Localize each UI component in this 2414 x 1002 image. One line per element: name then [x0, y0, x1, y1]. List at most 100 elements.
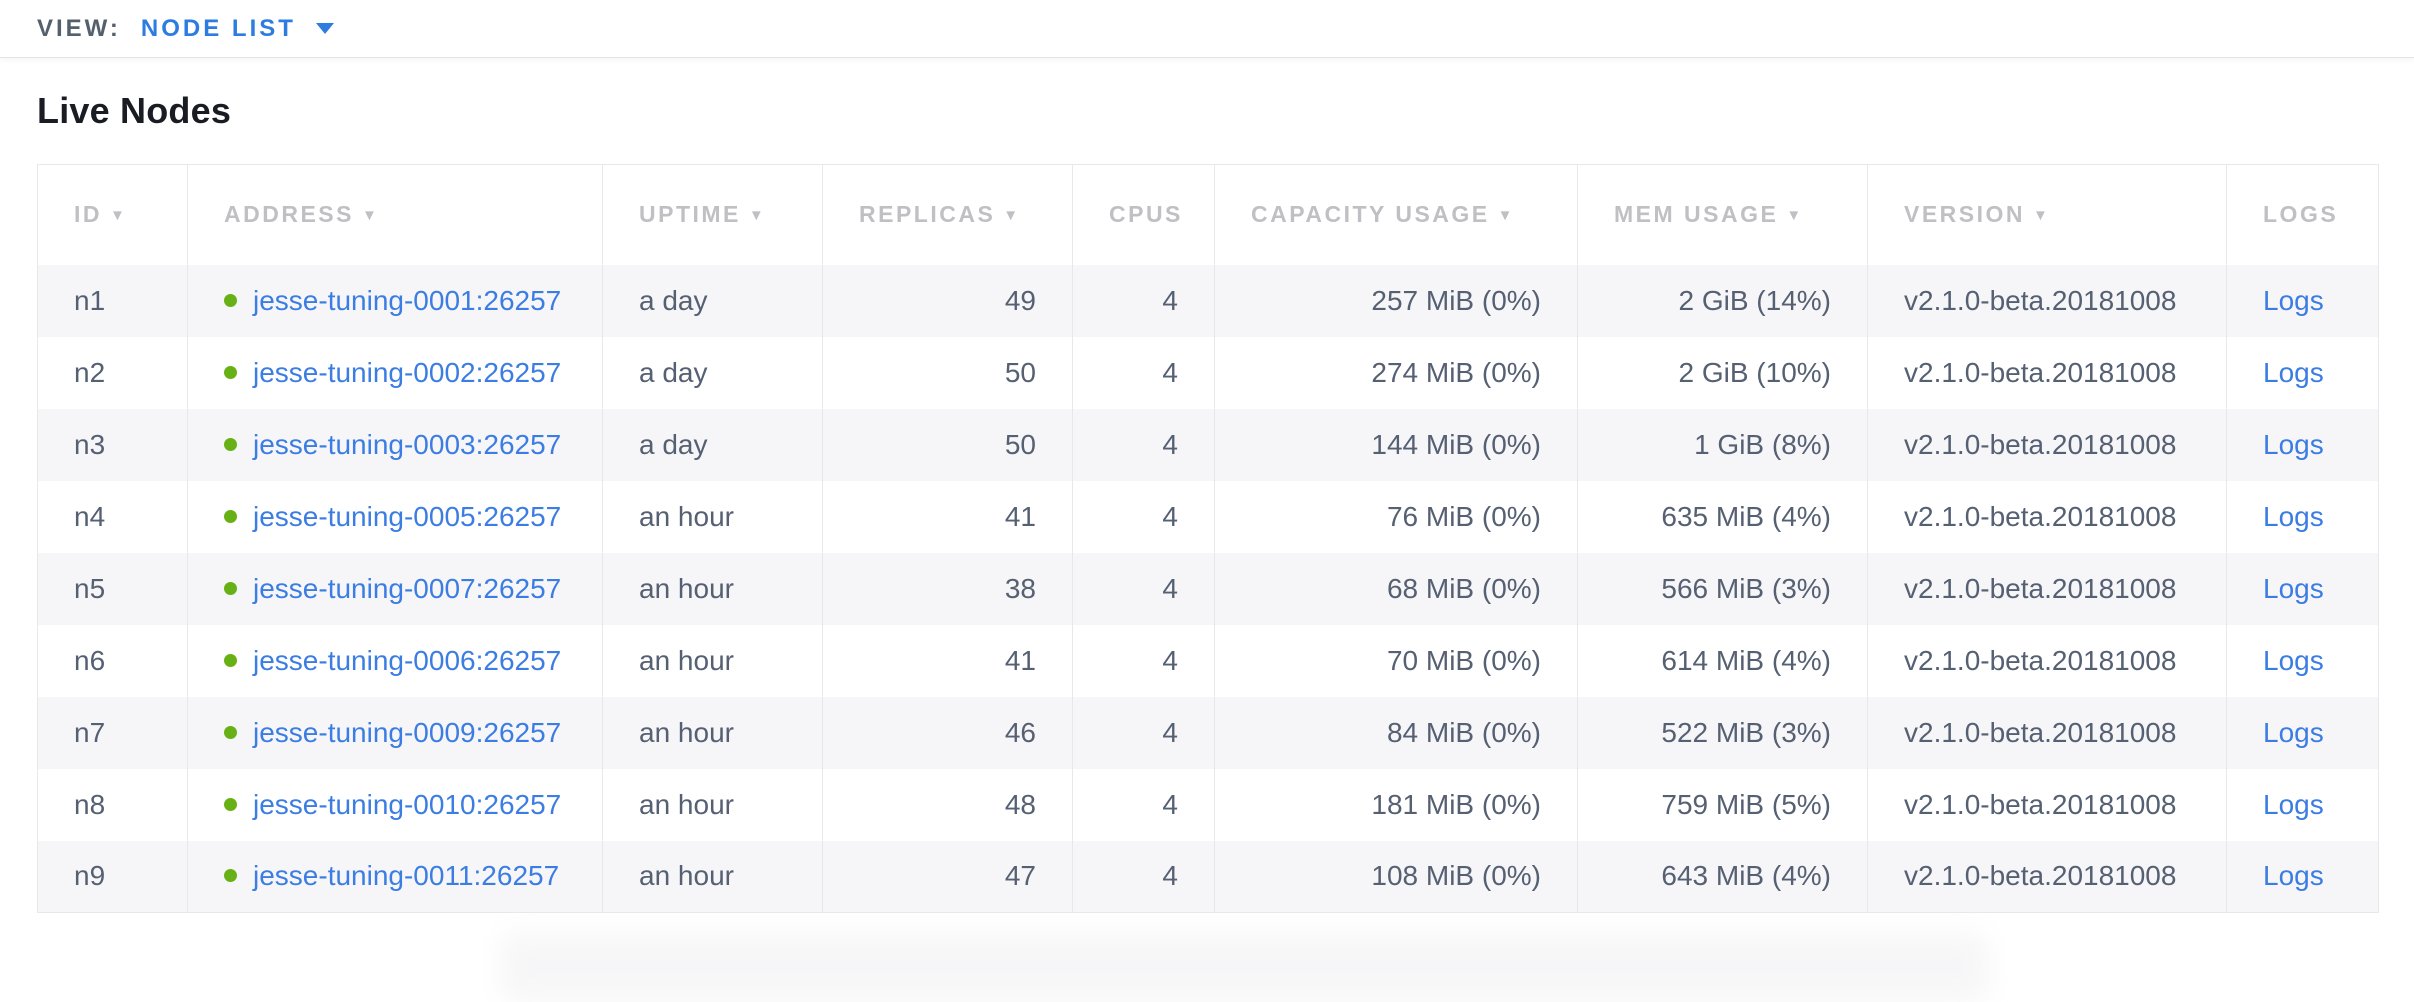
- column-header-label: LOGS: [2263, 201, 2339, 228]
- node-uptime-cell: a day: [602, 264, 823, 337]
- node-address-link[interactable]: jesse-tuning-0001:26257: [253, 284, 562, 316]
- column-header-capacity[interactable]: CAPACITY USAGE ▼: [1214, 164, 1578, 265]
- table-row: n3 jesse-tuning-0003:26257 a day 50 4 144 MiB…: [37, 408, 2379, 481]
- logs-link[interactable]: Logs: [2263, 860, 2324, 892]
- column-header-address[interactable]: ADDRESS ▼: [187, 164, 603, 265]
- node-id-cell: n4: [37, 480, 188, 553]
- next-section-shadow: [500, 932, 1990, 1002]
- column-header-label: UPTIME: [639, 201, 741, 228]
- node-capacity-cell: 84 MiB (0%): [1214, 696, 1578, 769]
- page-title: Live Nodes: [37, 90, 232, 131]
- node-live-status-icon: [224, 365, 237, 379]
- node-address-cell: jesse-tuning-0010:26257: [187, 768, 603, 841]
- node-replicas-cell: 47: [822, 840, 1073, 913]
- node-address-cell: jesse-tuning-0001:26257: [187, 264, 603, 337]
- node-address-cell: jesse-tuning-0007:26257: [187, 552, 603, 625]
- node-uptime-cell: a day: [602, 336, 823, 409]
- node-id-cell: n5: [37, 552, 188, 625]
- sort-desc-icon: ▼: [2033, 207, 2048, 225]
- table-row: n9 jesse-tuning-0011:26257 an hour 47 4 108 M…: [37, 840, 2379, 913]
- logs-link[interactable]: Logs: [2263, 284, 2324, 316]
- node-version-cell: v2.1.0-beta.20181008: [1867, 264, 2227, 337]
- column-header-cpus: CPUS: [1072, 164, 1215, 265]
- node-version-cell: v2.1.0-beta.20181008: [1867, 480, 2227, 553]
- node-address-link[interactable]: jesse-tuning-0007:26257: [253, 572, 562, 604]
- logs-link[interactable]: Logs: [2263, 644, 2324, 676]
- node-capacity-cell: 274 MiB (0%): [1214, 336, 1578, 409]
- node-replicas-cell: 46: [822, 696, 1073, 769]
- logs-link[interactable]: Logs: [2263, 572, 2324, 604]
- view-bar: VIEW: NODE LIST: [0, 0, 2414, 58]
- logs-link[interactable]: Logs: [2263, 716, 2324, 748]
- logs-link[interactable]: Logs: [2263, 500, 2324, 532]
- node-address-link[interactable]: jesse-tuning-0009:26257: [253, 716, 562, 748]
- sort-desc-icon: ▼: [1786, 207, 1802, 225]
- column-header-label: CPUS: [1109, 201, 1183, 228]
- node-cpus-cell: 4: [1072, 408, 1215, 481]
- logs-link[interactable]: Logs: [2263, 356, 2324, 388]
- column-header-version[interactable]: VERSION ▼: [1867, 164, 2227, 265]
- node-live-status-icon: [224, 437, 237, 451]
- column-header-uptime[interactable]: UPTIME ▼: [602, 164, 823, 265]
- node-version-cell: v2.1.0-beta.20181008: [1867, 696, 2227, 769]
- view-label: VIEW:: [37, 14, 121, 42]
- node-cpus-cell: 4: [1072, 552, 1215, 625]
- node-mem-cell: 566 MiB (3%): [1577, 552, 1868, 625]
- caret-down-icon[interactable]: [315, 23, 334, 34]
- node-replicas-cell: 50: [822, 336, 1073, 409]
- node-cpus-cell: 4: [1072, 264, 1215, 337]
- column-header-mem[interactable]: MEM USAGE ▼: [1577, 164, 1868, 265]
- node-live-status-icon: [224, 581, 237, 595]
- table-row: n6 jesse-tuning-0006:26257 an hour 41 4 70 Mi…: [37, 624, 2379, 697]
- node-capacity-cell: 108 MiB (0%): [1214, 840, 1578, 913]
- node-cpus-cell: 4: [1072, 624, 1215, 697]
- node-address-link[interactable]: jesse-tuning-0010:26257: [253, 788, 562, 820]
- node-address-cell: jesse-tuning-0003:26257: [187, 408, 603, 481]
- node-address-link[interactable]: jesse-tuning-0005:26257: [253, 500, 562, 532]
- node-mem-cell: 614 MiB (4%): [1577, 624, 1868, 697]
- logs-link[interactable]: Logs: [2263, 788, 2324, 820]
- node-logs-cell: Logs: [2227, 625, 2379, 697]
- node-logs-cell: Logs: [2227, 769, 2379, 841]
- node-replicas-cell: 41: [822, 624, 1073, 697]
- node-live-status-icon: [224, 869, 237, 883]
- column-header-label: MEM USAGE: [1614, 201, 1779, 228]
- node-cpus-cell: 4: [1072, 840, 1215, 913]
- node-live-status-icon: [224, 653, 237, 667]
- node-capacity-cell: 68 MiB (0%): [1214, 552, 1578, 625]
- node-mem-cell: 635 MiB (4%): [1577, 480, 1868, 553]
- node-cpus-cell: 4: [1072, 480, 1215, 553]
- logs-link[interactable]: Logs: [2263, 428, 2324, 460]
- node-uptime-cell: an hour: [602, 552, 823, 625]
- table-row: n1 jesse-tuning-0001:26257 a day 49 4 257 MiB…: [37, 264, 2379, 337]
- node-version-cell: v2.1.0-beta.20181008: [1867, 552, 2227, 625]
- sort-desc-icon: ▼: [1497, 207, 1513, 225]
- node-uptime-cell: an hour: [602, 696, 823, 769]
- node-id-cell: n3: [37, 408, 188, 481]
- node-version-cell: v2.1.0-beta.20181008: [1867, 336, 2227, 409]
- node-address-link[interactable]: jesse-tuning-0003:26257: [253, 428, 562, 460]
- node-cpus-cell: 4: [1072, 336, 1215, 409]
- column-header-replicas[interactable]: REPLICAS ▼: [822, 164, 1073, 265]
- table-header-row: ID ▼ ADDRESS ▼ UPTIME ▼ REPLICAS ▼ CPUS CAPACITY …: [37, 164, 2379, 265]
- node-capacity-cell: 181 MiB (0%): [1214, 768, 1578, 841]
- node-address-link[interactable]: jesse-tuning-0006:26257: [253, 644, 562, 676]
- node-version-cell: v2.1.0-beta.20181008: [1867, 624, 2227, 697]
- node-address-link[interactable]: jesse-tuning-0011:26257: [253, 860, 560, 892]
- table-row: n2 jesse-tuning-0002:26257 a day 50 4 274 MiB…: [37, 336, 2379, 409]
- live-nodes-table-container: ID ▼ ADDRESS ▼ UPTIME ▼ REPLICAS ▼ CPUS CAPACITY …: [37, 164, 2379, 913]
- node-mem-cell: 2 GiB (14%): [1577, 264, 1868, 337]
- column-header-id[interactable]: ID ▼: [37, 164, 188, 265]
- node-uptime-cell: an hour: [602, 840, 823, 913]
- table-row: n8 jesse-tuning-0010:26257 an hour 48 4 181 M…: [37, 768, 2379, 841]
- node-replicas-cell: 50: [822, 408, 1073, 481]
- node-replicas-cell: 49: [822, 264, 1073, 337]
- node-mem-cell: 2 GiB (10%): [1577, 336, 1868, 409]
- node-address-link[interactable]: jesse-tuning-0002:26257: [253, 356, 562, 388]
- node-logs-cell: Logs: [2227, 841, 2379, 913]
- column-header-label: ID: [74, 201, 102, 228]
- node-replicas-cell: 48: [822, 768, 1073, 841]
- view-selector[interactable]: NODE LIST: [140, 14, 296, 42]
- column-header-logs: LOGS: [2226, 164, 2379, 265]
- node-version-cell: v2.1.0-beta.20181008: [1867, 768, 2227, 841]
